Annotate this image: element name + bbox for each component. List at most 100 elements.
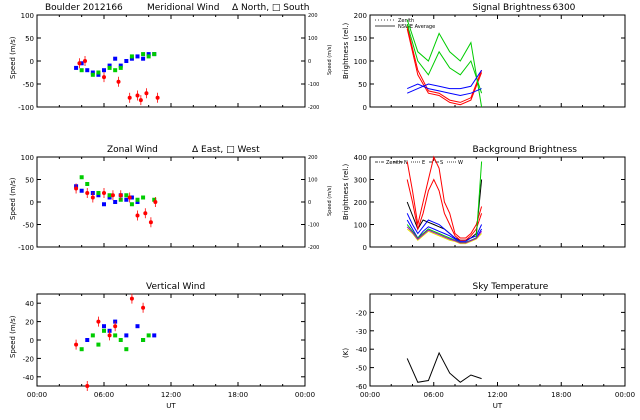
- data-point-green: [107, 193, 112, 198]
- chart-title: Meridional Wind: [147, 3, 219, 13]
- data-point-green: [152, 197, 157, 202]
- data-point-green: [113, 68, 118, 73]
- data-point-green: [90, 333, 95, 338]
- y-tick-label: -40: [356, 346, 367, 354]
- y2-tick-label: 0: [308, 59, 311, 65]
- data-point-blue: [124, 333, 129, 338]
- series-line-blue1: [407, 83, 482, 97]
- panel-signal: Signal Brightness 6300 Brightness (rel.) 20…: [342, 3, 626, 112]
- x-axis-label: UT: [493, 402, 503, 410]
- y-tick-label: 0: [30, 199, 34, 207]
- data-point-blue: [124, 197, 129, 202]
- chart-title: Zonal Wind: [107, 145, 158, 155]
- series-line-purple: [406, 226, 483, 244]
- data-point-blue: [113, 56, 118, 61]
- y-tick-label: -50: [23, 222, 34, 230]
- y-tick-label: 50: [25, 35, 34, 43]
- chart-title: Background Brightness: [473, 145, 578, 155]
- series-line-yellow: [406, 228, 482, 245]
- data-point-blue: [135, 54, 140, 59]
- data-point-green: [124, 193, 129, 198]
- data-point-blue: [152, 333, 157, 338]
- data-point-blue: [129, 56, 134, 61]
- data-point-green: [129, 54, 134, 59]
- y-tick-label: -20: [356, 309, 367, 317]
- x-axis-label: UT: [166, 402, 176, 410]
- data-point-blue: [96, 193, 101, 198]
- x-tick-label: 00:00: [27, 391, 47, 399]
- data-point-blue: [96, 72, 101, 77]
- data-point-green: [141, 52, 146, 57]
- data-point-green: [118, 338, 123, 342]
- series-line-blue1: [406, 213, 483, 242]
- legend-label: Zenith: [398, 18, 414, 24]
- y2-tick-label: 0: [308, 200, 311, 206]
- y2-tick-label: -100: [308, 223, 319, 229]
- data-point-green: [129, 202, 134, 207]
- y-axis-label: Speed (m/s): [9, 315, 17, 358]
- data-point-blue: [135, 324, 140, 329]
- panel-zonal: Zonal Wind Δ East, □ West Speed (m/s) 100 50…: [9, 145, 333, 252]
- data-point-blue: [146, 52, 151, 57]
- y-tick-label: 0: [30, 58, 34, 66]
- y2-tick-label: -200: [308, 105, 319, 111]
- data-point-blue: [90, 70, 95, 75]
- chart-subtitle: 6300: [553, 3, 576, 13]
- x-tick-label: 06:00: [424, 391, 444, 399]
- y2-tick-label: 200: [308, 155, 318, 161]
- y-tick-label: 20: [25, 319, 34, 327]
- plot-frame: [36, 156, 306, 248]
- series-line-red1: [406, 155, 483, 239]
- y-tick-label: 100: [21, 154, 34, 162]
- data-point-blue: [124, 59, 129, 63]
- series-line-red1: [406, 26, 483, 103]
- y-tick-label: -100: [18, 244, 34, 252]
- data-point-green: [146, 54, 151, 59]
- data-point-blue: [102, 68, 106, 73]
- data-point-green: [152, 52, 157, 57]
- legend-label: NSWE Average: [398, 24, 435, 30]
- chart-legend-text: Δ North, □ South: [232, 3, 309, 13]
- chart-title: Signal Brightness: [473, 3, 552, 13]
- y-axis-label: Speed (m/s): [9, 177, 17, 220]
- y-axis-label: (K): [342, 348, 350, 358]
- data-point-blue: [113, 200, 118, 204]
- data-point-green: [90, 72, 95, 77]
- plot-frame: [369, 293, 626, 387]
- series-line-black: [406, 179, 483, 241]
- y-tick-label: 0: [30, 337, 34, 345]
- plot-frame: [369, 156, 626, 248]
- data-point-blue: [107, 63, 112, 68]
- data-point-green: [118, 65, 123, 70]
- y-axis-label: Brightness (rel.): [342, 23, 350, 79]
- x-tick-label: 12:00: [161, 391, 181, 399]
- data-point-blue: [129, 195, 134, 200]
- y2-tick-label: 100: [308, 36, 318, 42]
- data-point-green: [113, 333, 118, 338]
- y-tick-label: 40: [25, 300, 34, 308]
- plot-frame: [36, 293, 306, 387]
- y-tick-label: -100: [18, 104, 34, 112]
- legend-label: E: [422, 160, 425, 166]
- y-tick-label: 100: [354, 58, 367, 66]
- y-tick-label: 100: [21, 12, 34, 20]
- data-point-blue: [79, 61, 84, 66]
- chart-legend-text: Δ East, □ West: [192, 145, 260, 155]
- chart-title: Sky Temperature: [473, 282, 549, 292]
- series-line-green1: [406, 19, 483, 108]
- y-tick-label: 100: [354, 222, 367, 230]
- y-tick-label: 200: [354, 12, 367, 20]
- data-point-green: [96, 191, 101, 195]
- data-point-blue: [74, 65, 79, 70]
- y2-axis-label: Speed (m/s): [327, 45, 333, 75]
- y-tick-label: -30: [356, 328, 367, 336]
- series-line-black: [406, 351, 482, 383]
- data-point-green: [96, 342, 101, 347]
- y-tick-label: -40: [23, 374, 34, 382]
- panel-meridional: Meridional Wind Δ North, □ South Speed (m/…: [9, 3, 333, 112]
- data-point-green: [102, 328, 106, 333]
- x-tick-label: 18:00: [551, 391, 571, 399]
- y-tick-label: -50: [23, 81, 34, 89]
- y-tick-label: -60: [356, 383, 367, 391]
